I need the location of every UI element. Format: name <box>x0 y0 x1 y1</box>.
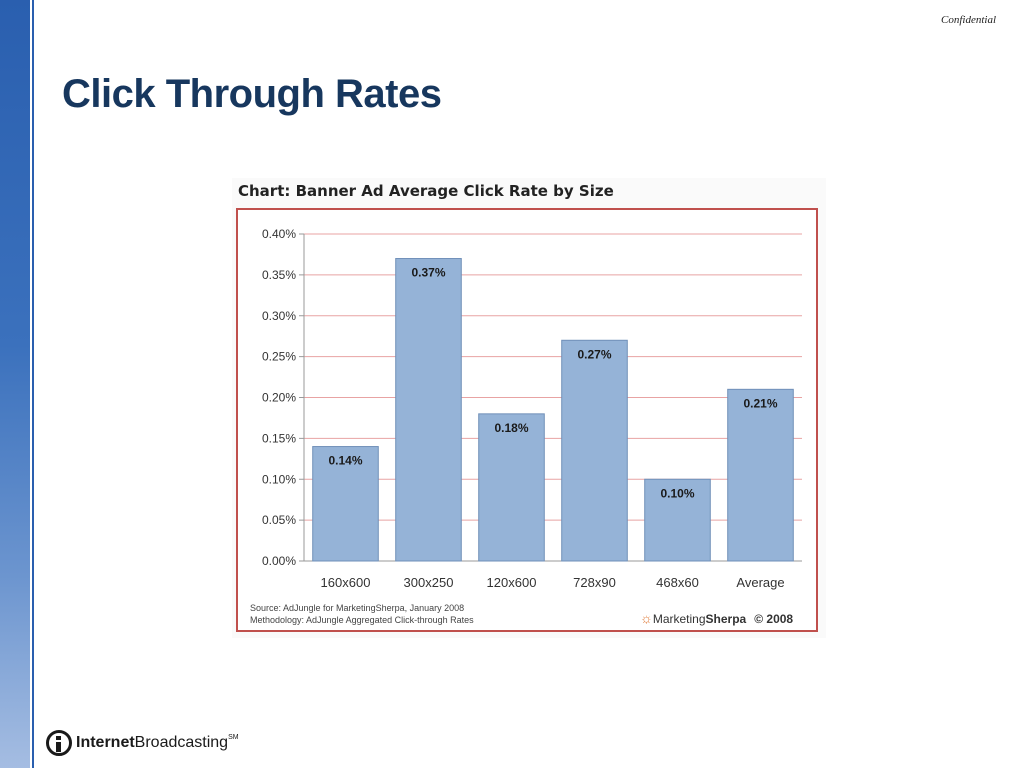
x-tick-label: Average <box>736 575 784 590</box>
logo-text-regular: Broadcasting <box>134 734 229 751</box>
bar <box>312 446 379 562</box>
y-tick-label: 0.25% <box>262 350 296 364</box>
bar <box>395 258 462 562</box>
chart-plot: 0.00% 0.05% 0.10% 0.15% 0.20% 0.25% 0.30% 0.35%… <box>262 227 802 590</box>
brand-copyright: © 2008 <box>754 612 794 626</box>
y-tick-label: 0.20% <box>262 391 296 405</box>
sun-icon: ☼ <box>640 610 653 626</box>
bar <box>478 413 545 562</box>
chart-source: Source: AdJungle for MarketingSherpa, Ja… <box>250 603 465 613</box>
confidential-label: Confidential <box>941 14 996 26</box>
y-tick-label: 0.00% <box>262 554 296 568</box>
chart-title: Chart: Banner Ad Average Click Rate by S… <box>238 182 614 200</box>
bar <box>644 478 711 562</box>
y-tick-label: 0.05% <box>262 513 296 527</box>
brand-bold: Sherpa <box>705 612 747 626</box>
bar <box>727 388 794 562</box>
logo-text: InternetBroadcastingSM <box>76 734 239 752</box>
data-label: 0.21% <box>743 396 777 410</box>
data-label: 0.18% <box>494 421 528 435</box>
data-label: 0.10% <box>660 486 694 500</box>
data-label: 0.27% <box>577 347 611 361</box>
data-label: 0.37% <box>411 266 445 280</box>
logo-text-bold: Internet <box>76 734 135 751</box>
y-tick-label: 0.30% <box>262 309 296 323</box>
chart-notes: Source: AdJungle for MarketingSherpa, Ja… <box>250 602 474 626</box>
info-circle-icon <box>46 730 72 756</box>
x-tick-label: 468x60 <box>656 575 699 590</box>
x-tick-label: 300x250 <box>404 575 454 590</box>
x-tick-label: 728x90 <box>573 575 616 590</box>
data-label: 0.14% <box>328 454 362 468</box>
marketingsherpa-logo: ☼MarketingSherpa © 2008 <box>640 610 793 626</box>
bar <box>561 339 628 562</box>
y-tick-label: 0.10% <box>262 472 296 486</box>
left-accent-bar <box>0 0 30 768</box>
page-title: Click Through Rates <box>62 72 442 116</box>
left-accent-line <box>32 0 34 768</box>
y-tick-label: 0.40% <box>262 227 296 241</box>
y-tick-label: 0.15% <box>262 431 296 445</box>
x-tick-label: 120x600 <box>487 575 537 590</box>
logo-servicemark: SM <box>228 734 239 741</box>
y-tick-label: 0.35% <box>262 268 296 282</box>
chart-methodology: Methodology: AdJungle Aggregated Click-t… <box>250 615 474 625</box>
internet-broadcasting-logo: InternetBroadcastingSM <box>46 728 239 758</box>
brand-prefix: Marketing <box>652 612 706 626</box>
x-tick-label: 160x600 <box>321 575 371 590</box>
bar-chart: Chart: Banner Ad Average Click Rate by S… <box>232 178 826 638</box>
